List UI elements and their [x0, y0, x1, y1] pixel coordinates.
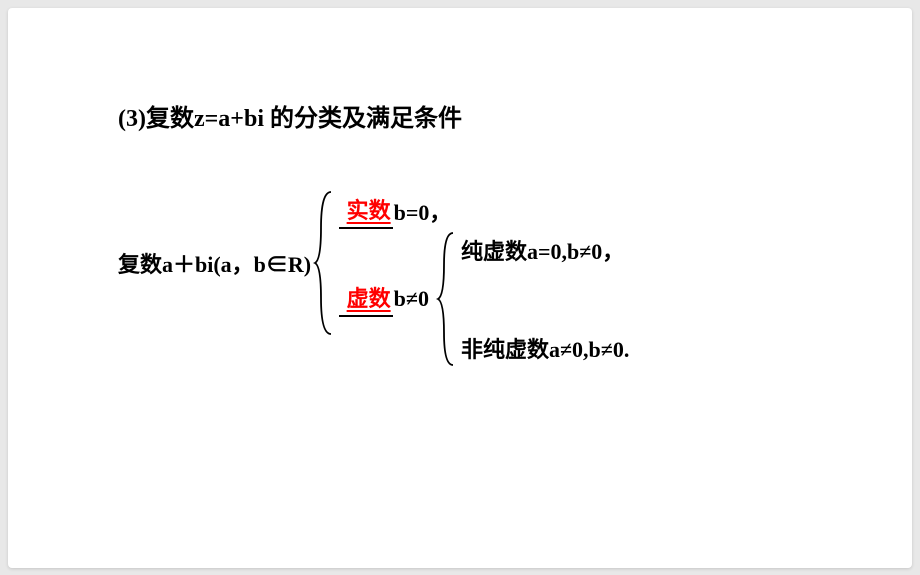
inner-branches: 纯虚数a=0,b≠0， 非纯虚数a≠0,b≠0.: [461, 234, 629, 364]
fill-blank-real: 实数: [339, 193, 393, 229]
term-imag: 虚数: [347, 286, 391, 311]
left-brace-inner-icon: [435, 229, 457, 369]
cond-imag: b≠0: [394, 286, 429, 312]
outer-bracket-group: 实数b=0， 虚数b≠0 纯虚数a=0,b≠0， 非纯虚数a≠0,b≠0.: [311, 188, 629, 338]
classification-diagram: 复数a＋bi(a，b∈R) 实数b=0， 虚数b≠0 纯虚数a=0,b≠0， 非: [118, 188, 912, 338]
root-label: 复数a＋bi(a，b∈R): [118, 247, 311, 279]
branch-real: 实数b=0，: [339, 193, 629, 229]
section-title: (3)复数z=a+bi 的分类及满足条件: [118, 98, 912, 133]
fill-blank-imag: 虚数: [339, 281, 393, 317]
slide-container: (3)复数z=a+bi 的分类及满足条件 复数a＋bi(a，b∈R) 实数b=0…: [8, 8, 912, 568]
branch-pure-imag: 纯虚数a=0,b≠0，: [461, 234, 629, 266]
branch-imaginary: 虚数b≠0 纯虚数a=0,b≠0， 非纯虚数a≠0,b≠0.: [339, 229, 629, 369]
branch-nonpure-imag: 非纯虚数a≠0,b≠0.: [461, 332, 629, 364]
outer-branches: 实数b=0， 虚数b≠0 纯虚数a=0,b≠0， 非纯虚数a≠0,b≠0.: [339, 193, 629, 333]
left-brace-icon: [311, 188, 335, 338]
term-real: 实数: [347, 198, 391, 223]
cond-real: b=0，: [394, 195, 452, 227]
